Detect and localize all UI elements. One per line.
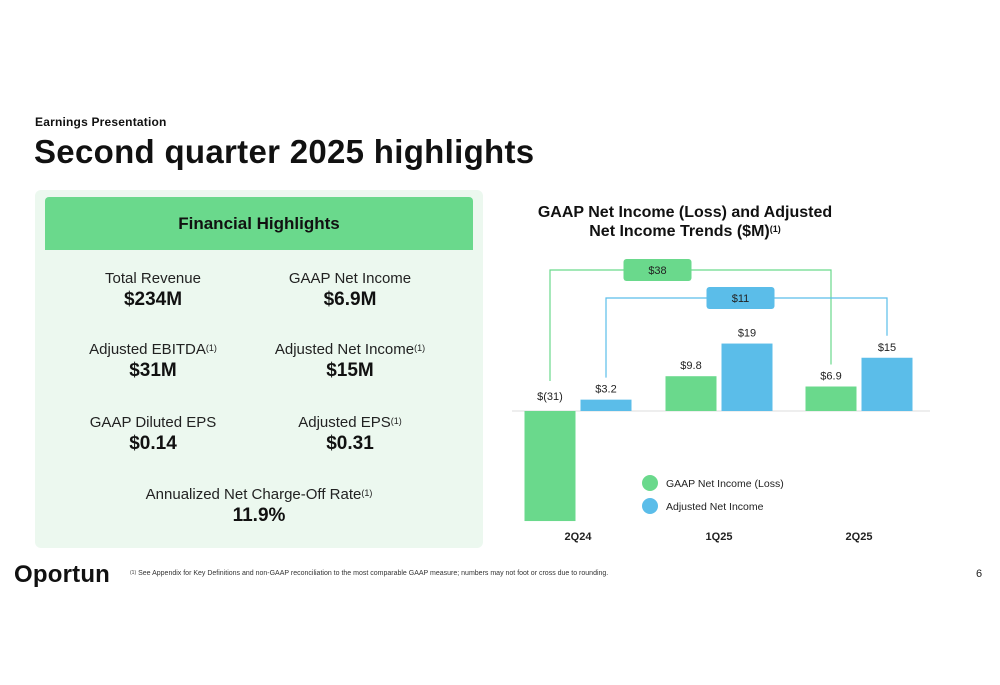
change-label: $38 [648, 265, 666, 277]
metric-label: GAAP Net Income [288, 270, 412, 287]
change-badge [623, 259, 692, 281]
metric-adjusted-eps: Adjusted EPS(1) $0.31 [250, 414, 450, 456]
change-badge [706, 287, 775, 309]
bar-adjusted-2Q25 [861, 357, 913, 411]
data-label: $3.2 [595, 384, 616, 396]
legend-swatch [642, 475, 658, 491]
metric-value: $0.31 [326, 433, 374, 454]
legend-swatch [642, 498, 658, 514]
bar-gaap-2Q24 [524, 411, 576, 522]
metric-label: Total Revenue [105, 270, 201, 287]
metric-net-charge-off-rate: Annualized Net Charge-Off Rate(1) 11.9% [109, 486, 409, 528]
change-label: $11 [732, 293, 750, 305]
financial-highlights-panel: Financial Highlights Total Revenue $234M… [35, 190, 483, 548]
bar-gaap-1Q25 [665, 376, 717, 411]
metric-value: $6.9M [323, 289, 377, 310]
metric-gaap-net-income: GAAP Net Income $6.9M [250, 270, 450, 312]
bar-adjusted-1Q25 [721, 343, 773, 411]
metric-value: $0.14 [129, 433, 177, 454]
metric-gaap-diluted-eps: GAAP Diluted EPS $0.14 [53, 414, 253, 456]
x-tick-label: 2Q25 [846, 531, 873, 543]
data-label: $(31) [537, 391, 563, 403]
metric-label: Adjusted EPS(1) [298, 414, 402, 431]
data-label: $9.8 [680, 360, 701, 372]
data-label: $6.9 [820, 371, 841, 383]
page-title: Second quarter 2025 highlights [34, 133, 535, 170]
metric-label: Annualized Net Charge-Off Rate(1) [145, 486, 373, 503]
metric-total-revenue: Total Revenue $234M [53, 270, 253, 312]
metric-adjusted-net-income: Adjusted Net Income(1) $15M [250, 341, 450, 383]
data-label: $15 [878, 342, 896, 354]
metric-label: GAAP Diluted EPS [89, 414, 217, 431]
metric-label: Adjusted EBITDA(1) [89, 341, 217, 358]
chart-title: GAAP Net Income (Loss) and Adjusted Net … [537, 204, 833, 240]
panel-header: Financial Highlights [45, 197, 473, 250]
data-label: $19 [738, 328, 756, 340]
oportun-logo: Oportun [14, 561, 111, 588]
x-tick-label: 1Q25 [706, 531, 733, 543]
legend-label: Adjusted Net Income [666, 501, 764, 513]
metric-value: $31M [129, 360, 177, 381]
metric-value: $15M [326, 360, 374, 381]
bar-gaap-2Q25 [805, 386, 857, 411]
x-tick-label: 2Q24 [565, 531, 593, 543]
metric-value: $234M [123, 289, 183, 310]
footnote: (1) See Appendix for Key Definitions and… [130, 570, 609, 577]
metric-value: 11.9% [232, 505, 286, 526]
legend-label: GAAP Net Income (Loss) [666, 478, 784, 490]
metric-adjusted-ebitda: Adjusted EBITDA(1) $31M [53, 341, 253, 383]
eyebrow-label: Earnings Presentation [35, 115, 167, 129]
bar-adjusted-2Q24 [580, 399, 632, 411]
page-number: 6 [976, 568, 983, 580]
metric-label: Adjusted Net Income(1) [274, 341, 426, 358]
